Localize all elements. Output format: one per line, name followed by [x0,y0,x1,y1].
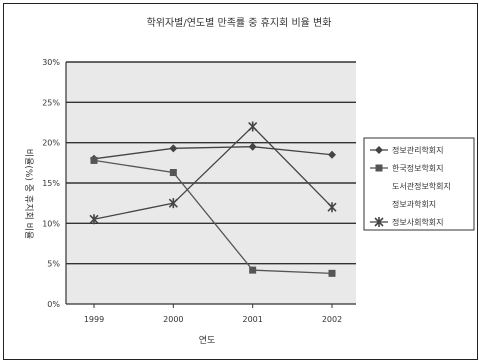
legend-label: 정보사회학회지 [392,217,444,227]
grid [66,61,356,304]
data-point [375,164,383,172]
series-line [93,125,333,220]
legend-label: 정보과학회지 [392,199,436,209]
data-point [90,156,98,164]
series-line [93,159,333,274]
x-tick-label: 2001 [242,315,262,324]
data-point [89,214,99,225]
series-group [89,121,337,277]
legend-item: 도서관정보학회지 [392,181,451,191]
y-tick-label: 30% [42,58,60,67]
data-point [328,150,336,159]
series [90,156,336,277]
legend-item: 정보관리학회지 [370,145,444,155]
data-point [327,202,337,213]
data-point [168,198,178,209]
data-point [249,266,257,274]
series-line [93,146,333,160]
data-point [248,142,257,151]
legend-box [363,137,475,231]
y-tick-label: 25% [42,98,60,107]
x-tick-labels: 1999 2000 2001 2002 [84,304,342,324]
data-point [248,121,258,132]
chart-title: 학위자별/연도별 만족률 중 휴지회 비율 변화 [147,16,332,29]
legend-item: 정보과학회지 [392,199,436,209]
data-point [374,217,384,227]
x-tick-label: 1999 [84,315,104,324]
x-axis-label: 연도 [199,335,216,346]
y-axis-label: 비율(%) 중 휴지회 비율 [23,149,34,239]
series [89,121,337,225]
legend-label: 한국정보학회지 [392,163,444,173]
x-tick-label: 2002 [322,315,342,324]
legend-label: 도서관정보학회지 [392,181,451,191]
data-point [169,144,178,153]
y-tick-label: 0% [47,300,60,309]
data-point [169,169,177,177]
axes [65,62,356,305]
legend-item: 정보사회학회지 [370,217,444,227]
data-point [328,269,336,277]
legend-label: 정보관리학회지 [392,145,444,155]
y-tick-label: 20% [42,139,60,148]
line-chart: 학위자별/연도별 만족률 중 휴지회 비율 변화 0% 5% 10% 15% 20% 25… [23,16,475,346]
y-tick-label: 5% [47,260,60,269]
y-tick-label: 15% [42,179,60,188]
x-tick-label: 2000 [163,315,183,324]
legend-item: 한국정보학회지 [370,163,444,173]
chart-frame: 학위자별/연도별 만족률 중 휴지회 비율 변화 0% 5% 10% 15% 20% 25… [3,3,478,360]
data-point [375,146,383,154]
y-tick-label: 10% [42,219,60,228]
y-tick-labels: 0% 5% 10% 15% 20% 25% 30% [42,58,60,309]
